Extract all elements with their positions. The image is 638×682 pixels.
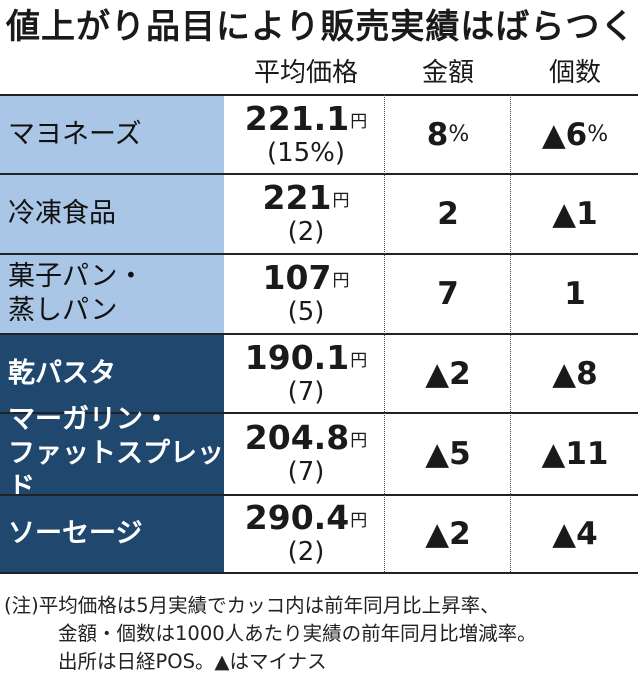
count-value: ▲4: [552, 516, 598, 552]
price-value: 190.1: [244, 337, 350, 377]
average-price: 107円 (5): [232, 255, 380, 333]
count-value: ▲6: [541, 116, 588, 153]
price-unit: 円: [350, 111, 368, 132]
header-price: 平均価格: [253, 58, 358, 88]
average-price: 204.8円 (7): [232, 414, 380, 494]
price-change: (7): [287, 376, 325, 407]
price-value: 107: [262, 258, 332, 297]
amount-change: 2: [388, 175, 508, 253]
price-unit: 円: [332, 191, 350, 211]
amount-value: ▲2: [425, 355, 471, 392]
column-divider: [510, 94, 511, 572]
column-divider: [384, 94, 385, 572]
average-price: 221円 (2): [232, 175, 380, 253]
count-value: 1: [564, 276, 586, 312]
table-row: マーガリン・ ファットスプレッド 204.8円 (7) ▲5 ▲11: [0, 404, 638, 503]
price-unit: 円: [350, 431, 368, 451]
count-unit: %: [587, 122, 609, 147]
product-name-line: マヨネーズ: [8, 118, 142, 150]
product-name-line: 蒸しパン: [8, 295, 118, 326]
count-change: ▲11: [512, 414, 638, 494]
chart-title: 値上がり品目により販売実績はばらつく: [6, 7, 636, 47]
price-value: 204.8: [244, 418, 350, 457]
footnote: (注)平均価格は5月実績でカッコ内は前年同月比上昇率、 金額・個数は1000人あ…: [4, 592, 636, 676]
price-change: (5): [287, 297, 325, 327]
product-name-line: ソーセージ: [8, 518, 143, 549]
table-row: ソーセージ 290.4円 (2) ▲2 ▲4: [0, 494, 638, 574]
product-name-line: マーガリン・: [8, 404, 170, 435]
sales-table: 平均価格 金額 個数 マヨネーズ 221.1円 (15%) 8% ▲6% 冷凍食…: [0, 52, 638, 574]
table-row: 冷凍食品 221円 (2) 2 ▲1: [0, 173, 638, 253]
average-price: 190.1円 (7): [232, 335, 380, 412]
count-value: ▲8: [552, 355, 598, 392]
amount-change: ▲2: [388, 335, 508, 412]
price-unit: 円: [332, 271, 350, 291]
product-name: 冷凍食品: [0, 175, 224, 253]
product-name: 菓子パン・ 蒸しパン: [0, 255, 224, 333]
amount-value: 7: [437, 276, 459, 312]
product-name: ソーセージ: [0, 496, 224, 572]
amount-value: ▲2: [425, 516, 471, 552]
table-row: マヨネーズ 221.1円 (15%) 8% ▲6%: [0, 94, 638, 173]
footnote-line: (注)平均価格は5月実績でカッコ内は前年同月比上昇率、: [4, 594, 500, 617]
price-value: 221: [262, 178, 332, 217]
price-value: 290.4: [244, 498, 350, 537]
header-amount: 金額: [421, 58, 474, 88]
header-count: 個数: [548, 58, 601, 88]
average-price: 221.1円 (15%): [232, 96, 380, 173]
price-change: (2): [287, 537, 325, 567]
count-change: 1: [512, 255, 638, 333]
product-name: 乾パスタ: [0, 335, 224, 412]
amount-value: ▲5: [425, 436, 471, 472]
amount-change: ▲5: [388, 414, 508, 494]
count-change: ▲4: [512, 496, 638, 572]
price-change: (2): [287, 217, 325, 247]
amount-change: 8%: [388, 96, 508, 173]
price-unit: 円: [350, 511, 368, 531]
count-value: ▲11: [541, 436, 609, 472]
average-price: 290.4円 (2): [232, 496, 380, 572]
product-name-line: 菓子パン・: [8, 261, 145, 292]
product-name: マヨネーズ: [0, 96, 224, 173]
product-name-line: 冷凍食品: [8, 198, 116, 229]
price-value: 221.1: [244, 98, 350, 138]
amount-change: ▲2: [388, 496, 508, 572]
amount-unit: %: [448, 122, 470, 147]
amount-value: 8: [426, 116, 449, 153]
table-row: 菓子パン・ 蒸しパン 107円 (5) 7 1: [0, 253, 638, 333]
table-row: 乾パスタ 190.1円 (7) ▲2 ▲8: [0, 333, 638, 412]
product-name-line: ファットスプレッド: [8, 438, 224, 503]
count-change: ▲6%: [512, 96, 638, 173]
amount-change: 7: [388, 255, 508, 333]
count-value: ▲1: [552, 196, 598, 232]
count-change: ▲8: [512, 335, 638, 412]
product-name: マーガリン・ ファットスプレッド: [0, 404, 224, 503]
price-change: (7): [287, 457, 325, 487]
product-name-line: 乾パスタ: [8, 357, 116, 389]
price-change: (15%): [266, 137, 346, 168]
price-unit: 円: [350, 350, 368, 371]
count-change: ▲1: [512, 175, 638, 253]
amount-value: 2: [437, 196, 459, 232]
footnote-line: 金額・個数は1000人あたり実績の前年同月比増減率。: [58, 622, 537, 645]
table-header: 平均価格 金額 個数: [0, 52, 638, 94]
footnote-line: 出所は日経POS。▲はマイナス: [58, 650, 327, 673]
